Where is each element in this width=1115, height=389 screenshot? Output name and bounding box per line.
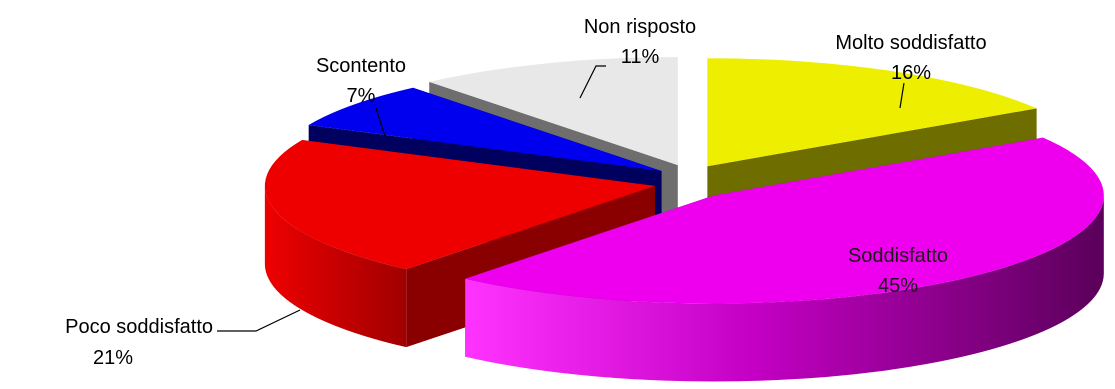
slice-top-molto-soddisfatto [707, 58, 1037, 167]
leader-line-molto-soddisfatto [899, 82, 905, 109]
label-molto-soddisfatto: Molto soddisfatto [835, 32, 986, 54]
slice-soddisfatto [465, 137, 1104, 382]
value-scontento: 7% [347, 85, 376, 107]
slice-side-poco-soddisfatto-0 [264, 185, 407, 348]
leader-line-poco-soddisfatto [217, 309, 301, 332]
value-non-risposto: 11% [621, 46, 660, 68]
slice-top-soddisfatto [465, 137, 1104, 304]
leader-line-non-risposto [579, 65, 606, 99]
slices-layer [264, 57, 1104, 382]
labels-layer: Molto soddisfatto 16% Soddisfatto 45% Po… [65, 16, 986, 369]
leader-line-scontento [375, 107, 386, 137]
label-scontento: Scontento [316, 55, 406, 77]
slice-top-scontento [308, 87, 662, 171]
label-non-risposto: Non risposto [584, 16, 696, 38]
slice-side-soddisfatto-0 [465, 195, 1104, 382]
slice-top-non-risposto [429, 57, 678, 166]
value-soddisfatto: 45% [878, 275, 918, 297]
value-molto-soddisfatto: 16% [891, 62, 931, 84]
value-poco-soddisfatto: 21% [93, 347, 133, 369]
label-soddisfatto: Soddisfatto [848, 245, 948, 267]
slice-top-poco-soddisfatto [264, 139, 655, 270]
label-poco-soddisfatto: Poco soddisfatto [65, 316, 213, 338]
